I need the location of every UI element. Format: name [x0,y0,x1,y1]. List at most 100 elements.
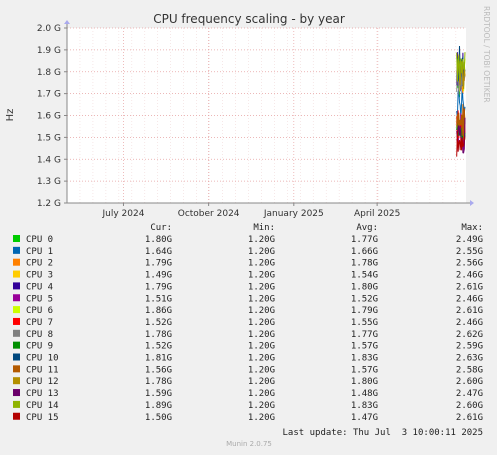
x-tick-label: April 2025 [354,209,400,219]
legend-series-name: CPU 10 [26,354,59,364]
legend-value: 1.77G [351,235,378,245]
legend-series-name: CPU 7 [26,318,53,328]
legend-value: 1.78G [351,259,378,269]
legend-value: 1.20G [248,354,275,364]
legend-value: 1.78G [145,330,172,340]
legend-value: 1.79G [351,306,378,316]
legend-value: 1.20G [248,259,275,269]
legend-value: 1.50G [145,413,172,423]
legend-swatch [13,400,20,408]
legend-value: 1.47G [351,413,378,423]
legend-header: Cur: [150,223,172,233]
y-tick-label: 1.5 G [37,133,61,143]
y-tick-label: 1.9 G [37,46,61,56]
legend-value: 1.20G [248,271,275,281]
legend-value: 1.64G [145,247,172,257]
legend-series-name: CPU 1 [26,247,53,257]
legend-value: 1.86G [145,306,172,316]
legend-value: 1.20G [248,294,275,304]
y-tick-label: 2.0 G [37,24,61,34]
legend-value: 1.83G [351,401,378,411]
legend-value: 1.55G [351,318,378,328]
x-tick-label: October 2024 [178,209,240,219]
legend-value: 2.56G [456,259,483,269]
legend-value: 1.66G [351,247,378,257]
legend-value: 1.52G [351,294,378,304]
legend-value: 1.48G [351,389,378,399]
series-line-cpu-13 [456,117,466,154]
legend-swatch [13,329,20,337]
y-tick-label: 1.4 G [37,155,61,165]
legend-swatch [13,365,20,373]
legend-value: 1.80G [145,235,172,245]
legend-value: 1.52G [145,318,172,328]
legend-value: 1.79G [145,282,172,292]
legend-value: 1.57G [351,342,378,352]
legend-series-name: CPU 2 [26,259,53,269]
y-axis-arrow [64,20,70,24]
legend-value: 2.58G [456,365,483,375]
legend-value: 1.89G [145,401,172,411]
legend-value: 1.83G [351,354,378,364]
legend-value: 1.20G [248,365,275,375]
y-axis-label: Hz [5,109,16,122]
legend-value: 2.46G [456,294,483,304]
legend-series-name: CPU 12 [26,377,59,387]
legend-value: 2.46G [456,271,483,281]
legend-swatch [13,353,20,361]
legend-value: 1.56G [145,365,172,375]
legend-value: 2.46G [456,318,483,328]
legend-value: 1.20G [248,389,275,399]
legend-value: 2.55G [456,247,483,257]
y-tick-label: 1.6 G [37,112,61,122]
legend-value: 2.61G [456,282,483,292]
legend-value: 2.60G [456,401,483,411]
legend-value: 1.20G [248,401,275,411]
legend-swatch [13,306,20,314]
series-lines [456,45,466,157]
legend-value: 1.54G [351,271,378,281]
munin-version: Munin 2.0.75 [226,440,272,448]
y-tick-label: 1.7 G [37,90,61,100]
legend-swatch [13,246,20,254]
legend-value: 1.80G [351,377,378,387]
rrdtool-credit: RRDTOOL / TOBI OETIKER [482,6,491,103]
series-line-cpu-15 [456,131,466,157]
legend-series-name: CPU 9 [26,342,53,352]
legend-swatch [13,235,20,242]
legend-value: 1.51G [145,294,172,304]
legend-value: 1.20G [248,282,275,292]
legend-swatch [13,317,20,325]
legend-value: 1.20G [248,247,275,257]
legend-swatch [13,258,20,266]
legend-value: 2.47G [456,389,483,399]
legend-swatch [13,341,20,349]
legend-swatch [13,389,20,397]
legend-value: 2.62G [456,330,483,340]
legend-swatch [13,294,20,302]
legend-value: 1.20G [248,318,275,328]
y-tick-label: 1.8 G [37,68,61,78]
y-tick-label: 1.2 G [37,199,61,209]
x-tick-label: January 2025 [263,209,324,219]
legend-series-name: CPU 4 [26,282,53,292]
plot-area: 2.0 G 1.9 G 1.8 G 1.7 G 1.6 G 1.5 G 1.4 G 1.3 G… [37,20,474,219]
legend-header: Avg: [356,223,378,233]
y-tick-label: 1.3 G [37,177,61,187]
legend-value: 1.20G [248,377,275,387]
legend-series-name: CPU 11 [26,365,59,375]
legend-value: 2.61G [456,413,483,423]
legend-value: 1.52G [145,342,172,352]
series-line-cpu-14 [456,52,466,82]
legend-value: 1.20G [248,330,275,340]
legend-header: Min: [253,223,275,233]
legend-value: 1.81G [145,354,172,364]
legend-value: 1.20G [248,235,275,245]
legend-value: 1.59G [145,389,172,399]
legend-value: 1.80G [351,282,378,292]
legend-series-name: CPU 3 [26,271,53,281]
legend-series-name: CPU 8 [26,330,53,340]
legend-value: 1.57G [351,365,378,375]
legend-value: 1.78G [145,377,172,387]
